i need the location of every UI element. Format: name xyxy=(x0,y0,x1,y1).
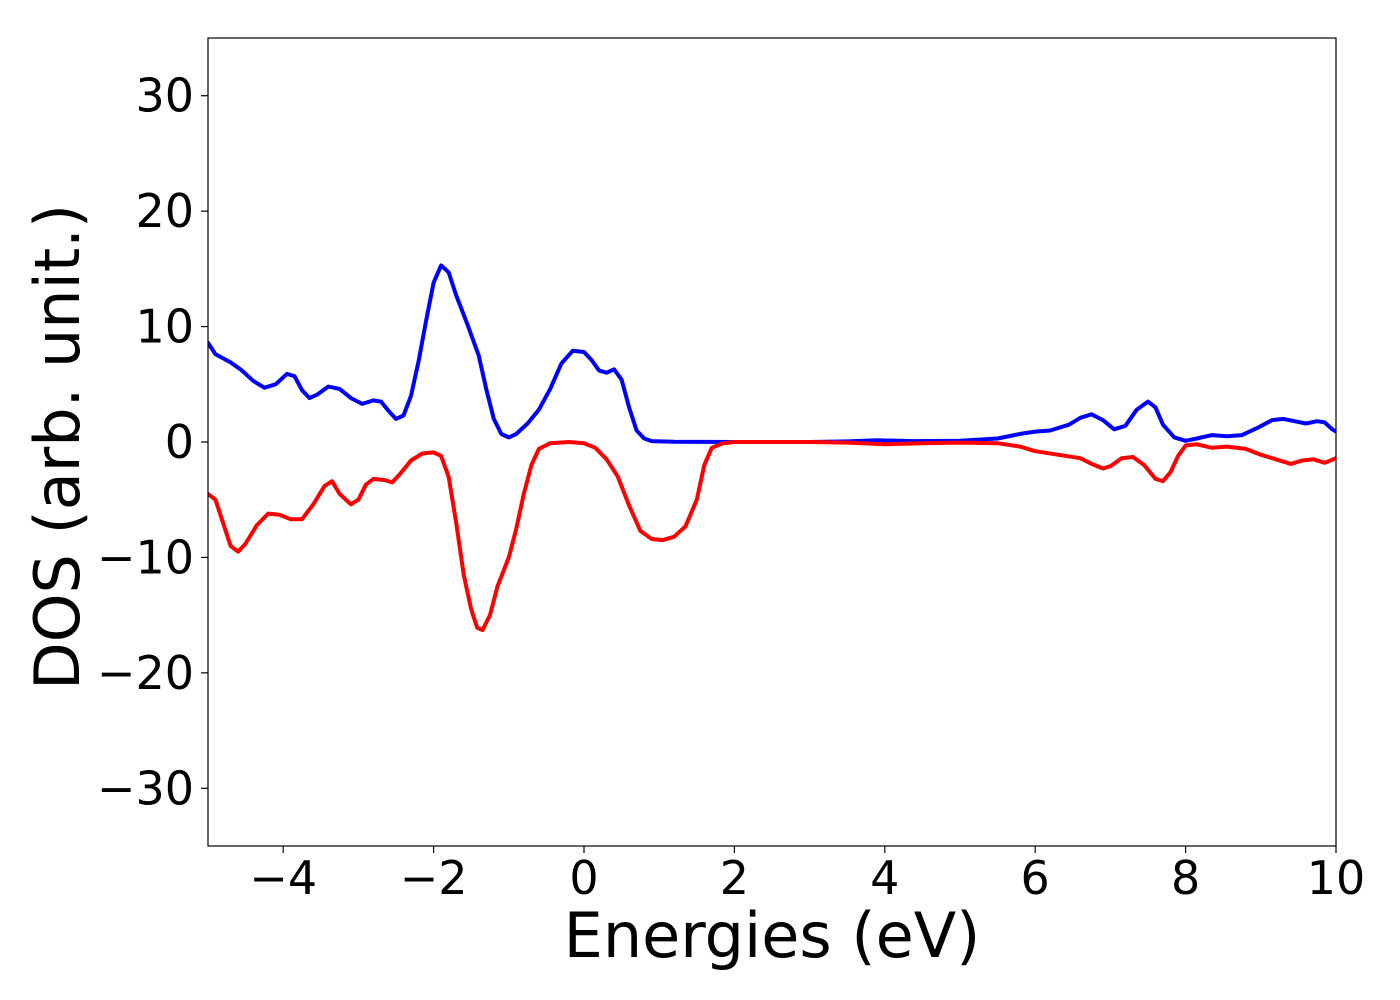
y-tick-label: 0 xyxy=(165,415,194,469)
x-axis-title: Energies (eV) xyxy=(564,899,981,972)
x-axis: −4 −2 0 2 4 6 8 10 xyxy=(249,846,1365,905)
series-layer xyxy=(208,263,1336,633)
y-axis: −30 −20 −10 0 10 20 30 xyxy=(97,69,208,815)
y-tick-label: −10 xyxy=(97,530,194,584)
y-axis-title: DOS (arb. unit.) xyxy=(21,204,94,690)
x-tick-label: −2 xyxy=(400,851,468,905)
y-tick-label: 10 xyxy=(135,300,194,354)
x-tick-label: 2 xyxy=(720,851,749,905)
y-tick-label: 20 xyxy=(135,184,194,238)
x-tick-label: 6 xyxy=(1021,851,1050,905)
y-tick-label: −20 xyxy=(97,646,194,700)
x-tick-label: −4 xyxy=(249,851,317,905)
series-line-1 xyxy=(208,263,1336,444)
x-tick-label: 0 xyxy=(569,851,598,905)
y-tick-label: −30 xyxy=(97,761,194,815)
series-line-2 xyxy=(208,440,1336,633)
x-tick-label: 10 xyxy=(1307,851,1366,905)
x-tick-label: 8 xyxy=(1171,851,1200,905)
x-tick-label: 4 xyxy=(870,851,899,905)
y-tick-label: 30 xyxy=(135,69,194,123)
